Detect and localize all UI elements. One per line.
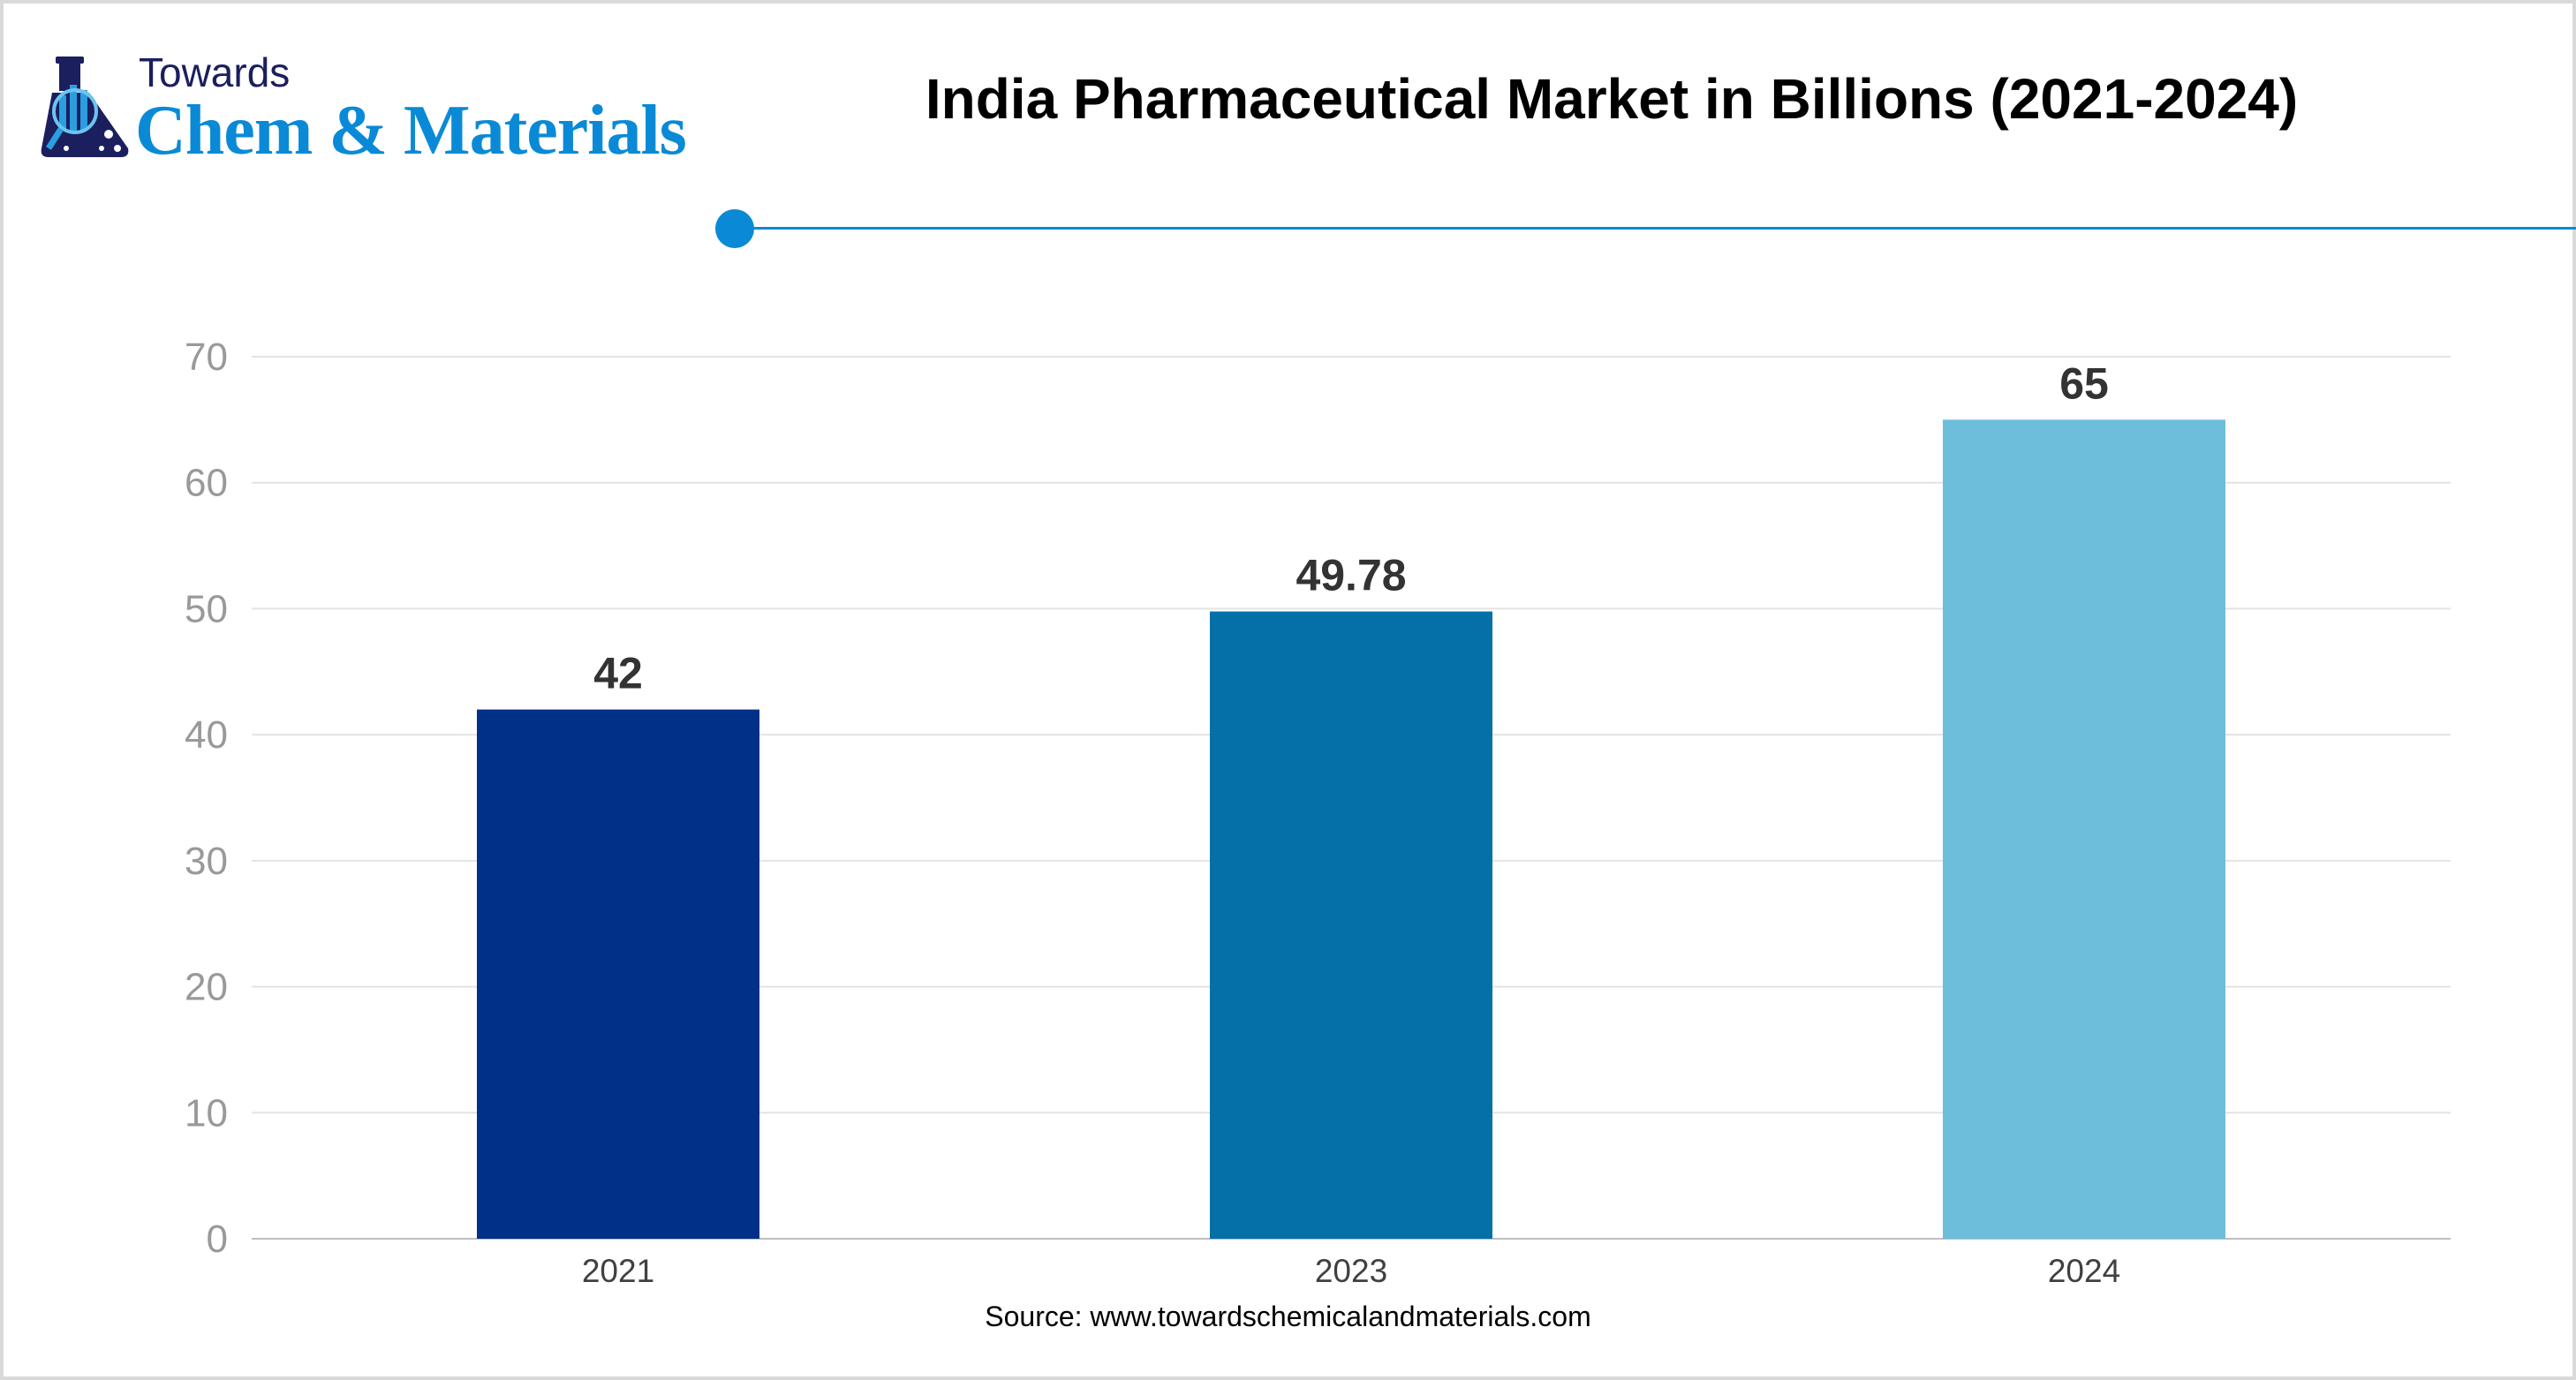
y-tick-label: 20 <box>185 966 228 1009</box>
y-tick-label: 30 <box>185 840 228 883</box>
title-divider-line <box>736 227 2576 230</box>
bar-2021 <box>477 709 759 1239</box>
y-tick-label: 0 <box>207 1218 228 1261</box>
logo-brand-text: Chem & Materials <box>135 92 687 170</box>
data-label: 49.78 <box>1296 551 1406 600</box>
x-tick-label: 2024 <box>2048 1253 2120 1289</box>
chart-title: India Pharmaceutical Market in Billions … <box>925 67 2299 131</box>
x-tick-label: 2021 <box>582 1253 654 1289</box>
divider-dot <box>715 209 754 248</box>
x-tick-label: 2023 <box>1315 1253 1387 1289</box>
y-tick-label: 50 <box>185 587 228 630</box>
bar-2023 <box>1210 611 1492 1239</box>
y-tick-label: 60 <box>185 462 228 505</box>
source-note: Source: www.towardschemicalandmaterials.… <box>985 1301 1591 1332</box>
data-label: 65 <box>2059 358 2109 408</box>
flask-logo-icon <box>41 57 129 157</box>
logo: Towards Chem & Materials <box>40 51 729 166</box>
logo-towards-text: Towards <box>139 49 291 95</box>
data-label: 42 <box>593 649 643 698</box>
bar-2024 <box>1943 419 2225 1239</box>
y-tick-label: 70 <box>185 336 228 379</box>
y-tick-label: 10 <box>185 1091 228 1135</box>
y-tick-label: 40 <box>185 713 228 757</box>
